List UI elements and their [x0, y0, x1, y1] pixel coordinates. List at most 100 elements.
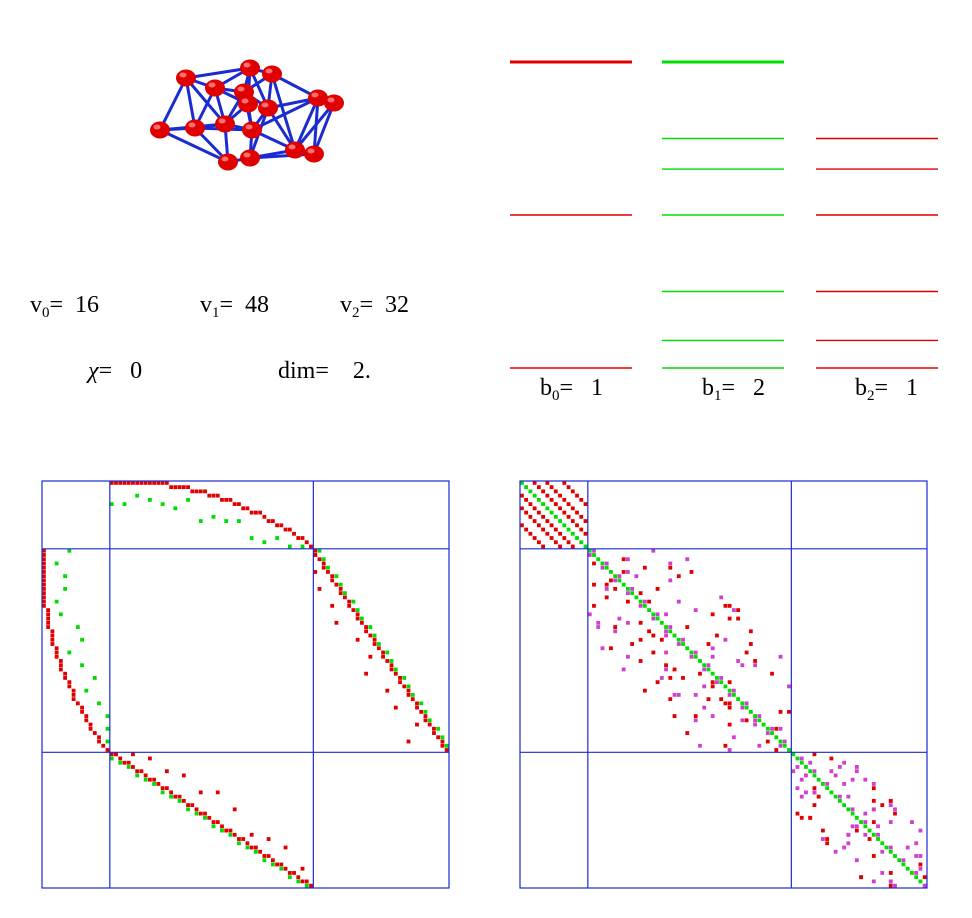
matrix-entry — [232, 832, 237, 837]
matrix-entry — [385, 688, 390, 693]
matrix-entry — [253, 849, 258, 854]
matrix-entry — [914, 854, 919, 858]
matrix-entry — [186, 485, 190, 490]
matrix-entry — [389, 663, 394, 668]
matrix-entry — [727, 616, 732, 621]
matrix-entry — [287, 527, 292, 532]
matrix-entry — [97, 739, 101, 744]
matrix-entry — [173, 485, 178, 490]
matrix-entry — [647, 599, 652, 604]
matrix-entry — [300, 866, 305, 871]
matrix-entry — [808, 760, 813, 765]
matrix-entry — [147, 481, 152, 485]
matrix-entry — [871, 782, 876, 786]
matrix-entry — [825, 782, 830, 786]
matrix-entry — [918, 862, 923, 867]
matrix-entry — [541, 544, 546, 549]
matrix-entry — [270, 519, 275, 523]
matrix-entry — [799, 794, 804, 799]
matrix-entry — [723, 637, 728, 642]
matrix-entry — [528, 489, 533, 494]
matrix-entry — [228, 828, 233, 833]
matrix-entry — [67, 684, 72, 689]
matrix-entry — [914, 875, 919, 880]
matrix-entry — [710, 612, 715, 617]
matrix-entry — [825, 837, 830, 841]
matrix-entry — [837, 765, 842, 769]
matrix-entry — [583, 502, 588, 507]
matrix-entry — [67, 548, 72, 553]
matrix-entry — [609, 570, 613, 574]
matrix-entry — [160, 786, 165, 791]
graph-vertex-highlight — [245, 124, 253, 130]
graph-vertex-highlight — [237, 86, 245, 92]
matrix-entry — [905, 845, 910, 850]
matrix-entry — [135, 769, 140, 774]
matrix-entry — [782, 743, 787, 748]
matrix-entry — [270, 858, 275, 863]
matrix-entry — [905, 866, 910, 871]
matrix-entry — [727, 692, 732, 697]
matrix-entry — [80, 709, 84, 714]
matrix-entry — [249, 845, 254, 850]
graph-edge — [184, 66, 252, 80]
matrix-entry — [689, 650, 694, 655]
matrix-entry — [723, 684, 728, 689]
matrix-entry — [795, 765, 800, 769]
matrix-entry — [224, 497, 229, 502]
matrix-entry — [275, 862, 279, 867]
matrix-entry — [427, 722, 432, 727]
matrix-entry — [672, 692, 677, 697]
matrix-entry — [676, 574, 681, 579]
matrix-entry — [160, 481, 165, 485]
matrix-entry — [558, 493, 562, 498]
matrix-entry — [283, 527, 288, 532]
matrix-entry — [50, 633, 55, 638]
matrix-entry — [58, 612, 63, 617]
graph-vertex-highlight — [265, 68, 273, 74]
matrix-entry — [338, 591, 343, 596]
matrix-entry — [317, 586, 322, 591]
matrix-entry — [753, 714, 757, 718]
matrix-entry — [326, 565, 330, 570]
matrix-entry — [888, 879, 893, 884]
graph-vertex-highlight — [241, 98, 249, 104]
matrix-entry — [710, 680, 715, 685]
matrix-entry — [668, 565, 673, 570]
matrix-entry — [880, 841, 885, 846]
matrix-entry — [562, 536, 567, 540]
matrix-entry — [545, 506, 550, 511]
matrix-entry — [914, 841, 919, 846]
matrix-entry — [122, 760, 127, 765]
matrix-entry — [46, 612, 51, 617]
matrix-entry — [638, 591, 643, 596]
matrix-entry — [668, 625, 673, 629]
matrix-entry — [871, 879, 876, 884]
matrix-entry — [258, 849, 263, 854]
matrix-entry — [778, 709, 783, 714]
matrix-entry — [364, 671, 369, 676]
matrix-entry — [702, 667, 707, 672]
matrix-entry — [693, 654, 698, 659]
matrix-entry — [770, 726, 774, 731]
matrix-entry — [553, 502, 558, 507]
matrix-entry — [600, 565, 605, 570]
matrix-entry — [859, 875, 863, 880]
matrix-entry — [283, 866, 288, 871]
matrix-entry — [787, 748, 791, 752]
matrix-entry — [304, 883, 309, 888]
matrix-entry — [419, 701, 424, 706]
matrix-entry — [355, 608, 360, 613]
matrix-entry — [232, 502, 237, 507]
matrix-entry — [215, 493, 220, 498]
matrix-entry — [782, 739, 787, 744]
matrix-entry — [549, 523, 554, 528]
matrix-entry — [876, 832, 880, 837]
matrix-entry — [275, 536, 279, 540]
matrix-entry — [118, 756, 123, 761]
matrix-entry — [54, 650, 59, 655]
matrix-entry — [54, 646, 59, 651]
matrix-entry — [821, 837, 825, 841]
matrix-entry — [241, 837, 246, 841]
matrix-entry — [249, 510, 254, 515]
